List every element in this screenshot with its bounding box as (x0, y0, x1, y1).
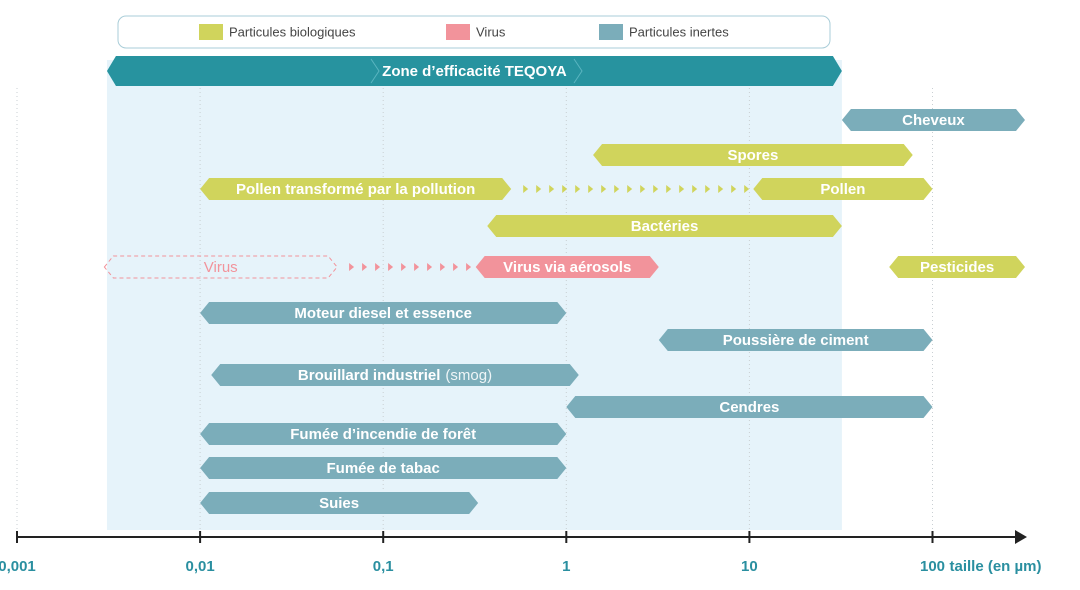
bar-label-text: Cheveux (902, 112, 965, 129)
bar-label-text: Moteur diesel et essence (294, 305, 472, 322)
range-bar (200, 302, 567, 324)
range-bar (103, 255, 338, 279)
bar-label-note: (smog) (445, 367, 492, 384)
bar-label-text: Bactéries (631, 218, 699, 235)
bar-label: Pollen (820, 181, 865, 198)
connector-arrow (640, 185, 646, 193)
bar-label-text: Cendres (719, 399, 779, 416)
bar-label: Fumée d’incendie de forêt (290, 426, 476, 443)
connector-arrow (653, 185, 659, 193)
bar-label: Suies (319, 495, 359, 512)
zone-shade (106, 60, 842, 530)
zone-bar (106, 56, 842, 86)
connector-arrow (549, 185, 555, 193)
connector-arrow (601, 185, 607, 193)
connector-arrow (362, 263, 368, 271)
connector-arrow (588, 185, 594, 193)
connector-arrow (401, 263, 407, 271)
connector-arrow (575, 185, 581, 193)
bar-label-text: Pesticides (920, 259, 994, 276)
range-bar (753, 178, 933, 200)
legend-swatch (199, 24, 223, 40)
legend-label: Particules inertes (629, 24, 729, 39)
bar-label: Pollen transformé par la pollution (236, 181, 475, 198)
x-axis-label: taille (en µm) (950, 558, 1042, 575)
range-bar (200, 457, 567, 479)
connector-arrow (523, 185, 529, 193)
bar-label: Bactéries (631, 218, 699, 235)
bar-label-text: Virus via aérosols (503, 259, 631, 276)
x-tick-label: 1 (562, 558, 570, 575)
zone-chevron (573, 58, 583, 84)
connector-arrow (718, 185, 724, 193)
range-bar (200, 178, 512, 200)
legend-swatch (599, 24, 623, 40)
bar-label-text: Brouillard industriel (298, 367, 441, 384)
bar-label: Virus via aérosols (503, 259, 631, 276)
connector-arrow (692, 185, 698, 193)
legend-box (117, 15, 831, 49)
connector-arrow (414, 263, 420, 271)
connector-arrow (427, 263, 433, 271)
range-bar (566, 396, 933, 418)
connector-arrow (466, 263, 472, 271)
connector-arrow (614, 185, 620, 193)
x-tick-label: 0,001 (0, 558, 36, 575)
bar-label-text: Pollen transformé par la pollution (236, 181, 475, 198)
range-bar (658, 329, 933, 351)
bar-label: Virus (204, 259, 238, 276)
connector-arrow (705, 185, 711, 193)
bar-label-text: Poussière de ciment (723, 332, 869, 349)
connector-arrow (375, 263, 381, 271)
bar-label: Cendres (719, 399, 779, 416)
connector-arrow (666, 185, 672, 193)
range-bar (841, 109, 1025, 131)
range-bar (200, 492, 479, 514)
bar-label: Cheveux (902, 112, 965, 129)
range-bar (487, 215, 842, 237)
connector-arrow (744, 185, 750, 193)
axis-arrow (1015, 530, 1027, 544)
bar-label-text: Virus (204, 259, 238, 276)
connector-arrow (562, 185, 568, 193)
range-bar (593, 144, 913, 166)
connector-arrow (453, 263, 459, 271)
connector-arrow (627, 185, 633, 193)
range-bar (475, 256, 659, 278)
x-tick-label: 10 (741, 558, 758, 575)
range-bar (211, 364, 579, 386)
bar-label: Fumée de tabac (327, 460, 440, 477)
legend-swatch (446, 24, 470, 40)
bar-label-text: Fumée de tabac (327, 460, 440, 477)
range-bar (889, 256, 1025, 278)
bar-label-text: Suies (319, 495, 359, 512)
bar-label-text: Spores (727, 147, 778, 164)
bar-label: Pesticides (920, 259, 994, 276)
connector-arrow (679, 185, 685, 193)
connector-arrow (349, 263, 355, 271)
zone-chevron (370, 58, 380, 84)
bar-label: Brouillard industriel (smog) (298, 367, 492, 384)
x-tick-label: 100 (920, 558, 945, 575)
connector-arrow (536, 185, 542, 193)
bar-label: Moteur diesel et essence (294, 305, 472, 322)
legend-label: Particules biologiques (229, 24, 356, 39)
connector-arrow (440, 263, 446, 271)
bar-label: Spores (727, 147, 778, 164)
connector-arrow (731, 185, 737, 193)
connector-arrow (388, 263, 394, 271)
legend-label: Virus (476, 24, 506, 39)
zone-label: Zone d’efficacité TEQOYA (382, 63, 567, 80)
range-bar (200, 423, 567, 445)
x-tick-label: 0,01 (185, 558, 214, 575)
x-tick-label: 0,1 (373, 558, 394, 575)
bar-label: Poussière de ciment (723, 332, 869, 349)
bar-label-text: Pollen (820, 181, 865, 198)
bar-label-text: Fumée d’incendie de forêt (290, 426, 476, 443)
